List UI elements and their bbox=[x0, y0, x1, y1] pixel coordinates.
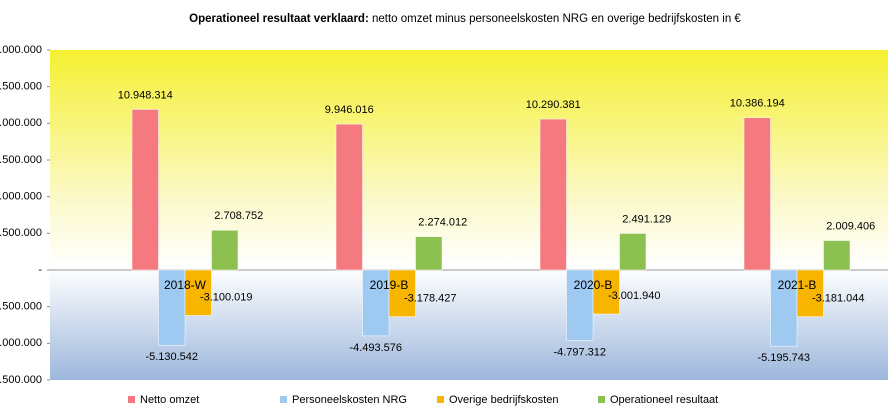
legend-label: Netto omzet bbox=[140, 394, 199, 406]
data-label: -3.181.044 bbox=[812, 293, 865, 305]
category-label: 2018-W bbox=[164, 278, 207, 292]
legend-label: Personeelskosten NRG bbox=[292, 394, 407, 406]
data-label: -4.493.576 bbox=[349, 342, 402, 354]
data-label: -3.178.427 bbox=[404, 293, 457, 305]
bar bbox=[770, 269, 798, 347]
legend-swatch bbox=[280, 396, 287, 403]
y-tick-label: 12.500.000 bbox=[0, 81, 42, 93]
chart-title: Operationeel resultaat verklaard: netto … bbox=[189, 13, 741, 25]
y-tick-label: -5.000.000 bbox=[0, 337, 42, 349]
data-label: -3.001.940 bbox=[608, 290, 661, 302]
bar bbox=[823, 240, 851, 271]
data-label: 10.290.381 bbox=[526, 99, 581, 111]
bar bbox=[211, 230, 239, 271]
data-label: 2.491.129 bbox=[622, 213, 671, 225]
bar bbox=[131, 109, 159, 271]
data-label: 10.948.314 bbox=[118, 89, 173, 101]
data-label: -4.797.312 bbox=[553, 346, 606, 358]
y-tick-label: 2.500.000 bbox=[0, 227, 42, 239]
bar bbox=[362, 269, 390, 337]
data-label: 9.946.016 bbox=[325, 104, 374, 116]
data-label: -5.195.743 bbox=[757, 352, 810, 364]
y-tick-label: 10.000.000 bbox=[0, 117, 42, 129]
bar bbox=[184, 269, 212, 316]
legend-swatch bbox=[128, 396, 135, 403]
bar bbox=[619, 233, 647, 271]
legend-label: Operationeel resultaat bbox=[610, 394, 718, 406]
y-tick-label: 5.000.000 bbox=[0, 191, 42, 203]
bar bbox=[415, 236, 443, 271]
y-tick-label: 7.500.000 bbox=[0, 154, 42, 166]
data-label: 2.009.406 bbox=[826, 220, 875, 232]
bar bbox=[796, 269, 824, 317]
legend-label: Overige bedrijfskosten bbox=[449, 394, 558, 406]
category-label: 2021-B bbox=[778, 278, 817, 292]
data-label: -3.100.019 bbox=[200, 291, 253, 303]
data-label: 2.708.752 bbox=[214, 210, 263, 222]
legend-swatch bbox=[437, 396, 444, 403]
category-label: 2020-B bbox=[574, 278, 613, 292]
data-label: 10.386.194 bbox=[730, 98, 785, 110]
bar bbox=[592, 269, 620, 315]
title-bold: Operationeel resultaat verklaard: bbox=[189, 13, 369, 25]
bar bbox=[539, 118, 567, 271]
y-tick-label: - bbox=[38, 264, 42, 276]
y-tick-label: 15.000.000 bbox=[0, 44, 42, 56]
category-label: 2019-B bbox=[370, 278, 409, 292]
data-label: 2.274.012 bbox=[418, 217, 467, 229]
legend-swatch bbox=[598, 396, 605, 403]
data-label: -5.130.542 bbox=[145, 351, 198, 363]
bar bbox=[566, 269, 594, 341]
y-tick-label: -2.500.000 bbox=[0, 301, 42, 313]
bar bbox=[335, 123, 363, 271]
y-tick-label: -7.500.000 bbox=[0, 374, 42, 386]
title-rest: netto omzet minus personeelskosten NRG e… bbox=[369, 13, 742, 25]
bar bbox=[743, 117, 771, 271]
bar bbox=[388, 269, 416, 317]
